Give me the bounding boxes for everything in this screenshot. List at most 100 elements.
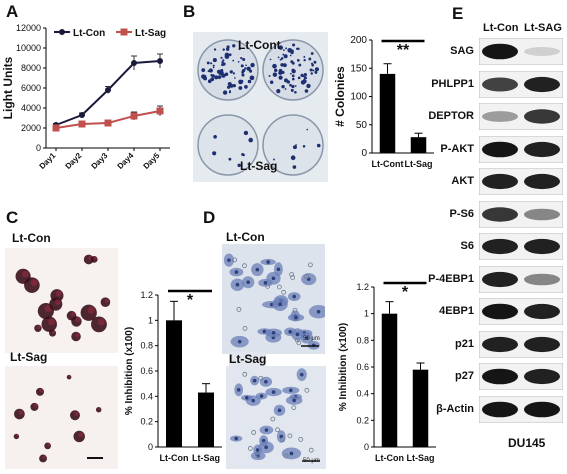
colony-dot (244, 85, 248, 89)
membrane-pore (242, 263, 247, 269)
panel-d-photo-bottom (226, 366, 326, 469)
panel-label-c: C (6, 208, 19, 227)
colony-dot (269, 80, 274, 84)
blot-label: p27 (455, 370, 474, 382)
panel-c-bar (166, 320, 182, 447)
cell-nucleus (289, 451, 294, 456)
membrane-pore (296, 340, 302, 346)
soft-agar-colony-highlight (104, 298, 110, 303)
panel-a-point (105, 87, 111, 93)
soft-agar-colony-highlight (98, 407, 101, 411)
blot-strip (479, 200, 563, 228)
soft-agar-colony-highlight (70, 312, 76, 317)
panel-a-point (156, 107, 164, 115)
colony-dot (242, 153, 245, 157)
blot-strip (479, 363, 563, 390)
colony-dot (227, 81, 232, 87)
cell-nucleus (237, 339, 242, 344)
colony-dot (211, 74, 215, 78)
colony-dot (290, 49, 294, 53)
cell-nucleus (264, 428, 269, 432)
soft-agar-colony-highlight (47, 443, 51, 447)
membrane-pore (287, 433, 293, 439)
cell-nucleus (292, 294, 297, 299)
blot-label: P-S6 (449, 207, 474, 220)
membrane-pore (289, 272, 295, 277)
colony-dot (285, 47, 288, 50)
panel-b-y-tick-label: 100 (350, 92, 367, 103)
membrane-pore (291, 405, 297, 411)
soft-agar-colony-highlight (75, 332, 80, 338)
colony-dot (269, 58, 272, 61)
lane-label-con: Lt-Con (483, 22, 519, 34)
colony-dot (237, 61, 240, 63)
cell-nucleus (292, 398, 296, 403)
colony-dot (298, 63, 302, 67)
colony-dot (290, 72, 292, 75)
colony-dot (291, 68, 295, 72)
colony-dot (245, 64, 247, 67)
colony-dot (314, 70, 318, 74)
colony-dot (222, 59, 225, 62)
panel-a-point (52, 124, 60, 132)
cell-nucleus (271, 390, 276, 394)
cell-nucleus (251, 398, 256, 403)
panel-b-photo-label-top: Lt-Cont (238, 38, 281, 52)
panel-b-colony-photo (193, 32, 328, 182)
cell-nucleus (255, 448, 260, 452)
panel-c-y-tick-label: 0.6 (140, 366, 153, 376)
colony-dot (305, 77, 307, 80)
panel-c-bar (198, 392, 214, 447)
panel-b-bar (379, 73, 396, 153)
colony-dot (291, 61, 295, 65)
blot-band (524, 76, 560, 92)
colony-dot (212, 58, 217, 63)
panel-b-y-axis-label: # Colonies (333, 66, 347, 127)
blot-label: β-Actin (436, 402, 474, 415)
blot-band (524, 401, 560, 417)
colony-dot (212, 151, 217, 156)
membrane-pore (242, 371, 248, 377)
colony-dot (284, 88, 287, 90)
panel-c-bar-chart: 0 0.2 0.4 0.6 0.8 1 1.2 % Inhibition (x100) Lt-C… (124, 289, 222, 463)
colony-dot (303, 78, 306, 81)
colony-dot (311, 62, 314, 65)
cell-nucleus (227, 258, 231, 262)
panel-c-photo-bottom (5, 366, 118, 469)
blot-band (524, 47, 560, 56)
cell-nucleus (271, 331, 276, 335)
colony-dot (294, 85, 297, 87)
colony-dot (286, 80, 291, 84)
blot-label: DEPTOR (428, 110, 474, 122)
membrane-pore (255, 452, 260, 458)
panel-b-significance-mark: ** (397, 42, 410, 59)
membrane-pore (236, 306, 242, 312)
panel-a-legend-label: Lt-Sag (135, 28, 166, 39)
cell-nucleus (288, 388, 293, 393)
cell-nucleus (271, 276, 276, 281)
panel-a-y-tick-label: 12000 (16, 23, 41, 33)
blot-label: 4EBP1 (439, 305, 474, 317)
colony-dot (272, 72, 278, 77)
colony-dot (304, 89, 309, 93)
panel-a-point (131, 60, 137, 66)
cell-nucleus (294, 315, 298, 320)
panel-a-x-tick-label: Day3 (90, 151, 110, 171)
panel-a-y-tick-label: 8000 (21, 63, 41, 73)
colony-dot (308, 57, 312, 61)
membrane-pore (232, 257, 238, 263)
colony-dot (228, 157, 232, 161)
panel-b-x-tick-label: Lt-Cont (372, 159, 404, 169)
panel-b-bar-chart: 0 50 100 150 200 # Colonies Lt-Cont Lt-Sag ** (333, 35, 434, 169)
colony-dot (232, 59, 235, 62)
blot-band (482, 303, 518, 320)
colony-dot (218, 70, 224, 75)
panel-a-y-tick-label: 0 (36, 143, 41, 153)
colony-dot (237, 163, 241, 168)
colony-dot (240, 79, 244, 83)
colony-dot (249, 75, 255, 81)
panel-c-y-tick-label: 1.2 (140, 290, 153, 300)
cell-nucleus (234, 270, 239, 274)
panel-b-y-tick-label: 150 (350, 63, 367, 74)
blot-band (482, 173, 518, 190)
